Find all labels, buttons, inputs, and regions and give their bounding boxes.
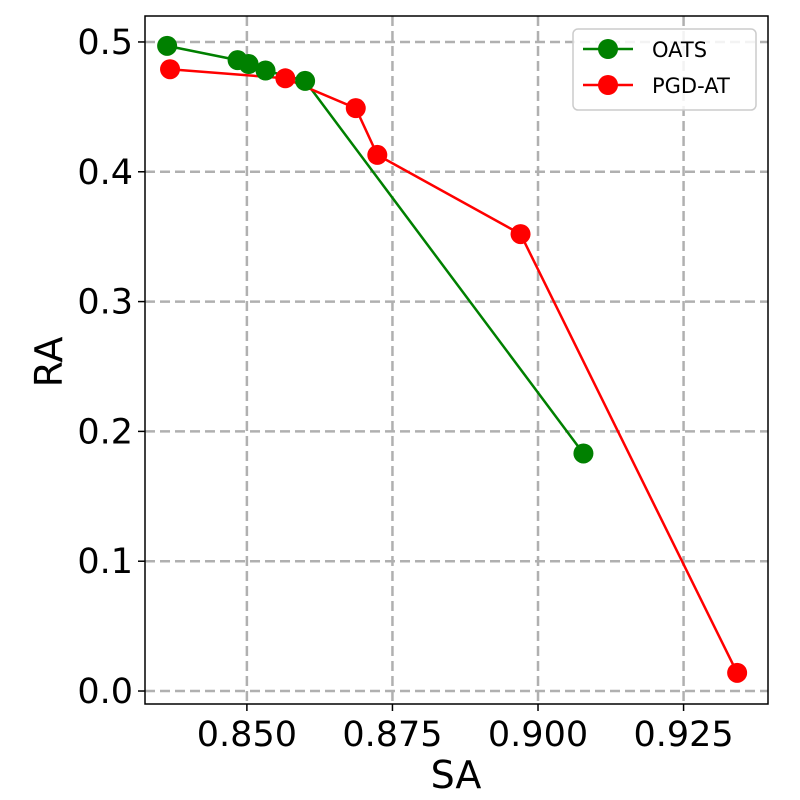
y-tick-label: 0.3 [77, 283, 133, 323]
legend-label-pgd-at: PGD-AT [652, 74, 730, 98]
data-point-pgd-at [275, 68, 296, 89]
data-point-pgd-at [510, 224, 531, 245]
y-tick-label: 0.1 [77, 542, 133, 582]
grid [145, 16, 768, 704]
y-tick-label: 0.2 [77, 412, 133, 452]
y-axis-label: RA [27, 337, 71, 388]
x-axis-label: SA [431, 753, 482, 797]
plot-area [157, 35, 748, 683]
legend-label-oats: OATS [652, 38, 707, 62]
y-tick-label: 0.4 [77, 153, 133, 193]
legend: OATS PGD-AT [572, 28, 757, 111]
y-tick-label: 0.0 [77, 672, 133, 712]
data-point-oats [295, 70, 316, 91]
series-line-pgd-at [169, 67, 739, 674]
data-point-pgd-at [727, 662, 748, 683]
x-tick-label: 0.900 [488, 715, 588, 755]
ticks: 0.850 0.875 0.900 0.925 0.0 0.1 0.2 0.3 0.4 0.5 [77, 23, 733, 755]
y-tick-label: 0.5 [77, 23, 133, 63]
legend-marker-oats [598, 39, 618, 59]
x-tick-label: 0.875 [342, 715, 442, 755]
series-line-oats [166, 44, 585, 455]
data-point-oats [573, 443, 594, 464]
x-tick-label: 0.925 [633, 715, 733, 755]
data-point-pgd-at [345, 98, 366, 119]
data-point-pgd-at [160, 59, 181, 80]
data-point-oats [238, 54, 259, 75]
data-point-pgd-at [367, 144, 388, 165]
data-point-oats [157, 35, 178, 56]
legend-marker-pgd-at [598, 75, 618, 95]
axes-frame [144, 15, 769, 705]
data-point-oats [255, 60, 276, 81]
x-tick-label: 0.850 [197, 715, 297, 755]
